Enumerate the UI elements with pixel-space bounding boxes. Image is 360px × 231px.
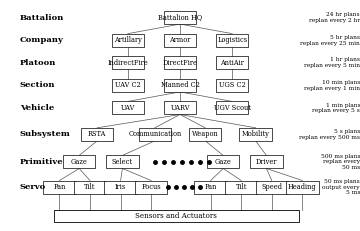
Text: Focus: Focus — [141, 183, 161, 191]
Text: Communication: Communication — [128, 130, 181, 138]
Text: Manned C2: Manned C2 — [161, 81, 199, 89]
Text: Primitive: Primitive — [20, 158, 63, 166]
FancyBboxPatch shape — [106, 155, 139, 168]
Text: Driver: Driver — [256, 158, 277, 166]
Text: AntiAir: AntiAir — [220, 59, 244, 67]
Text: Heading: Heading — [288, 183, 317, 191]
Text: Gaze: Gaze — [71, 158, 87, 166]
Text: RSTA: RSTA — [88, 130, 107, 138]
Text: Vehicle: Vehicle — [20, 104, 54, 112]
FancyBboxPatch shape — [239, 128, 272, 141]
Text: UAV: UAV — [121, 104, 135, 112]
Text: UAV C2: UAV C2 — [115, 81, 141, 89]
FancyBboxPatch shape — [216, 101, 248, 115]
FancyBboxPatch shape — [207, 155, 239, 168]
FancyBboxPatch shape — [216, 34, 248, 47]
Text: Weapon: Weapon — [192, 130, 219, 138]
Text: Battalion HQ: Battalion HQ — [158, 14, 202, 21]
Text: Armor: Armor — [169, 36, 191, 44]
FancyBboxPatch shape — [104, 181, 137, 194]
FancyBboxPatch shape — [164, 56, 196, 69]
FancyBboxPatch shape — [135, 181, 167, 194]
FancyBboxPatch shape — [164, 11, 196, 24]
FancyBboxPatch shape — [216, 56, 248, 69]
Text: Artillary: Artillary — [114, 36, 142, 44]
Text: 24 hr plans
replan every 2 hr: 24 hr plans replan every 2 hr — [309, 12, 360, 23]
FancyBboxPatch shape — [250, 155, 283, 168]
Text: Tilt: Tilt — [84, 183, 96, 191]
FancyBboxPatch shape — [63, 155, 95, 168]
FancyBboxPatch shape — [256, 181, 288, 194]
FancyBboxPatch shape — [43, 181, 76, 194]
Text: Select: Select — [112, 158, 133, 166]
FancyBboxPatch shape — [194, 181, 227, 194]
FancyBboxPatch shape — [189, 128, 221, 141]
Text: IndirectFire: IndirectFire — [107, 59, 148, 67]
Text: Subsystem: Subsystem — [20, 130, 71, 138]
Text: 50 ms plans
output every
5 ms: 50 ms plans output every 5 ms — [322, 179, 360, 195]
Text: Section: Section — [20, 81, 55, 89]
FancyBboxPatch shape — [286, 181, 319, 194]
Text: Speed: Speed — [261, 183, 282, 191]
Text: 5 hr plans
replan every 25 min: 5 hr plans replan every 25 min — [300, 35, 360, 46]
FancyBboxPatch shape — [81, 128, 113, 141]
Text: Logistics: Logistics — [217, 36, 247, 44]
FancyBboxPatch shape — [225, 181, 257, 194]
Text: Tilt: Tilt — [235, 183, 247, 191]
Text: 1 hr plans
replan every 5 min: 1 hr plans replan every 5 min — [304, 57, 360, 68]
Text: Platoon: Platoon — [20, 59, 56, 67]
Text: UGS C2: UGS C2 — [219, 81, 246, 89]
Text: Iris: Iris — [115, 183, 126, 191]
Text: Mobility: Mobility — [242, 130, 270, 138]
Text: UARV: UARV — [170, 104, 190, 112]
Text: DirectFire: DirectFire — [162, 59, 198, 67]
FancyBboxPatch shape — [74, 181, 106, 194]
FancyBboxPatch shape — [54, 210, 299, 222]
Text: Company: Company — [20, 36, 64, 44]
Text: Pan: Pan — [53, 183, 66, 191]
Text: 10 min plans
replan every 1 min: 10 min plans replan every 1 min — [304, 80, 360, 91]
Text: Sensors and Actuators: Sensors and Actuators — [135, 212, 217, 220]
Text: 5 s plans
replan every 500 ms: 5 s plans replan every 500 ms — [299, 129, 360, 140]
Text: Servo: Servo — [20, 183, 46, 191]
Text: Pan: Pan — [204, 183, 217, 191]
FancyBboxPatch shape — [112, 101, 144, 115]
Text: 500 ms plans
replan every
50 ms: 500 ms plans replan every 50 ms — [321, 154, 360, 170]
FancyBboxPatch shape — [164, 79, 196, 92]
FancyBboxPatch shape — [164, 34, 196, 47]
FancyBboxPatch shape — [139, 128, 171, 141]
Text: Gaze: Gaze — [215, 158, 231, 166]
FancyBboxPatch shape — [112, 79, 144, 92]
FancyBboxPatch shape — [216, 79, 248, 92]
Text: 1 min plans
replan every 5 s: 1 min plans replan every 5 s — [312, 103, 360, 113]
FancyBboxPatch shape — [112, 56, 144, 69]
Text: UGV Scout: UGV Scout — [214, 104, 251, 112]
FancyBboxPatch shape — [164, 101, 196, 115]
FancyBboxPatch shape — [112, 34, 144, 47]
Text: Battalion: Battalion — [20, 14, 64, 21]
